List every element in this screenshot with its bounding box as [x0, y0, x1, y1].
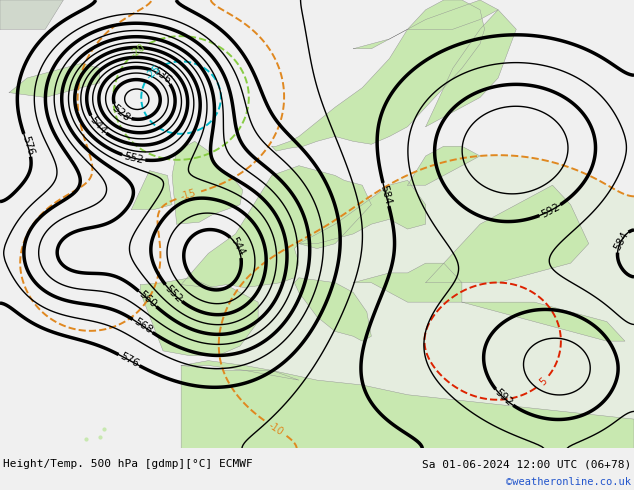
Polygon shape: [408, 146, 480, 185]
Text: 592: 592: [493, 388, 515, 408]
Text: 568: 568: [132, 316, 153, 336]
Text: -25: -25: [144, 63, 162, 81]
Polygon shape: [181, 366, 634, 448]
Text: 528: 528: [110, 103, 132, 123]
Text: -15: -15: [179, 188, 198, 202]
Text: -20: -20: [129, 42, 147, 59]
Text: 5: 5: [538, 376, 549, 388]
Text: ©weatheronline.co.uk: ©weatheronline.co.uk: [506, 477, 631, 487]
Polygon shape: [299, 180, 425, 244]
Text: 560: 560: [137, 289, 158, 309]
Text: 576: 576: [20, 134, 36, 156]
Polygon shape: [140, 278, 258, 356]
Text: 544: 544: [228, 236, 247, 258]
Text: 576: 576: [118, 351, 140, 369]
Text: 536: 536: [151, 66, 172, 86]
Text: 584: 584: [612, 230, 630, 252]
Polygon shape: [172, 141, 243, 224]
Text: Height/Temp. 500 hPa [gdmp][°C] ECMWF: Height/Temp. 500 hPa [gdmp][°C] ECMWF: [3, 459, 253, 469]
Text: -10: -10: [267, 420, 285, 437]
Polygon shape: [131, 171, 172, 210]
Polygon shape: [272, 0, 484, 151]
Text: 552: 552: [123, 151, 145, 165]
Polygon shape: [9, 63, 100, 98]
Polygon shape: [294, 278, 372, 341]
Text: Sa 01-06-2024 12:00 UTC (06+78): Sa 01-06-2024 12:00 UTC (06+78): [422, 459, 631, 469]
Polygon shape: [181, 361, 299, 380]
Polygon shape: [181, 166, 372, 288]
Text: 592: 592: [539, 202, 561, 220]
Polygon shape: [462, 302, 625, 341]
Text: 544: 544: [87, 115, 108, 136]
Text: 552: 552: [163, 283, 184, 304]
Polygon shape: [353, 263, 462, 302]
Polygon shape: [353, 0, 498, 49]
Polygon shape: [425, 10, 516, 127]
Polygon shape: [0, 0, 63, 29]
Text: 584: 584: [378, 184, 393, 205]
Polygon shape: [425, 185, 589, 283]
